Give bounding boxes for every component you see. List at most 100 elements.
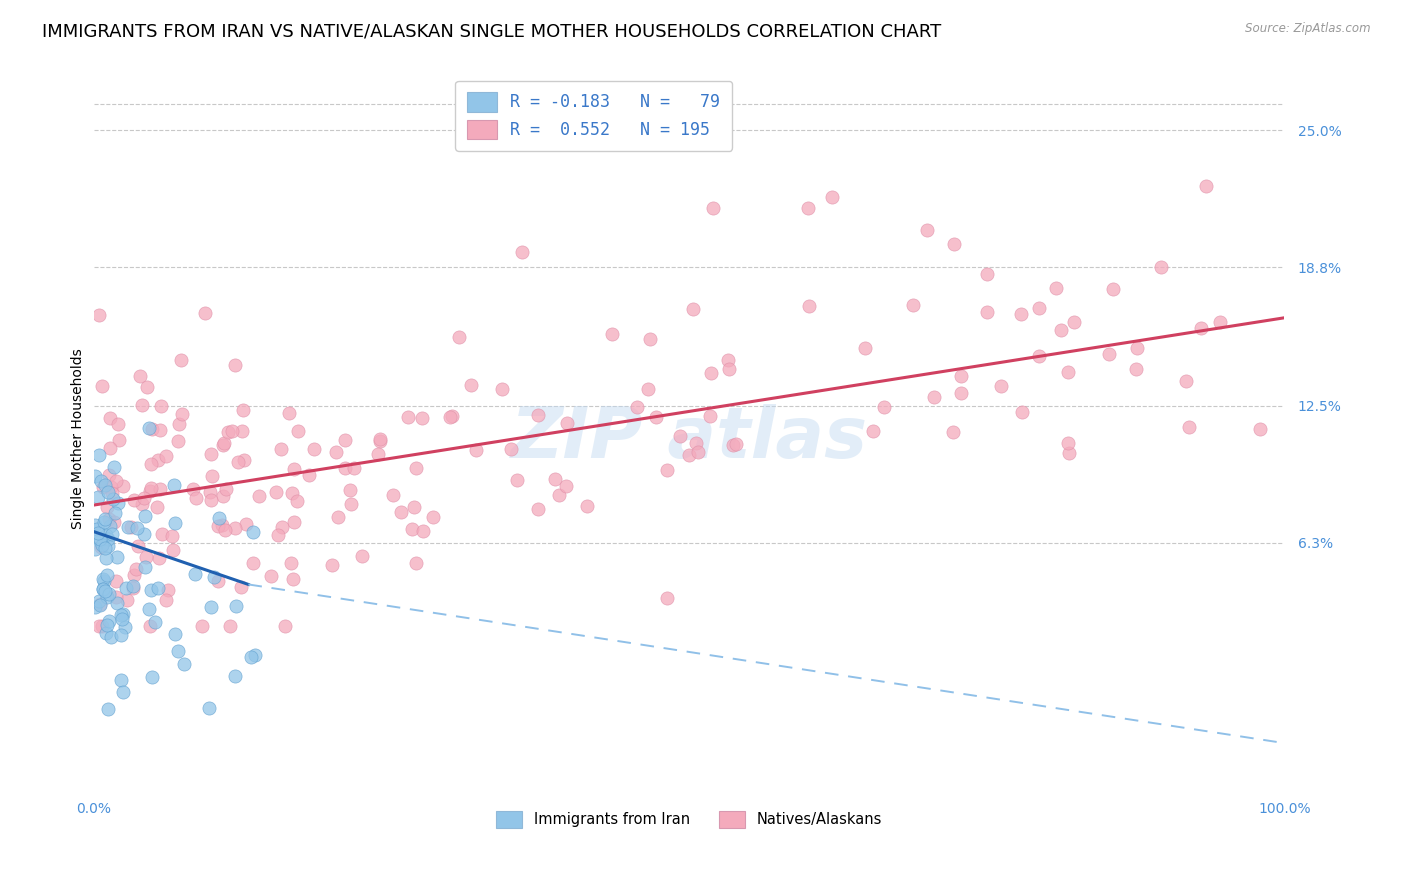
Point xyxy=(915,222,938,236)
Point xyxy=(98,518,121,533)
Point xyxy=(97,533,120,547)
Point xyxy=(235,517,257,532)
Text: IMMIGRANTS FROM IRAN VS NATIVE/ALASKAN SINGLE MOTHER HOUSEHOLDS CORRELATION CHAR: IMMIGRANTS FROM IRAN VS NATIVE/ALASKAN S… xyxy=(42,22,942,40)
Point xyxy=(94,478,117,492)
Point xyxy=(212,489,235,503)
Point xyxy=(270,442,292,456)
Point xyxy=(853,342,876,356)
Point xyxy=(134,509,156,524)
Point xyxy=(212,436,235,450)
Point xyxy=(901,298,924,312)
Point xyxy=(225,599,247,614)
Point xyxy=(200,492,222,507)
Point xyxy=(190,619,212,633)
Point xyxy=(1126,341,1149,355)
Point xyxy=(277,406,299,420)
Point xyxy=(1011,405,1033,419)
Point xyxy=(139,484,162,499)
Point xyxy=(491,382,513,396)
Point xyxy=(148,550,170,565)
Point xyxy=(103,491,125,506)
Point xyxy=(90,540,112,554)
Point xyxy=(700,366,723,380)
Point xyxy=(93,582,115,597)
Point xyxy=(267,527,290,541)
Point xyxy=(626,400,648,414)
Point xyxy=(555,478,578,492)
Point xyxy=(1098,347,1121,361)
Point xyxy=(134,559,156,574)
Point xyxy=(526,502,548,516)
Point xyxy=(1028,349,1050,363)
Point xyxy=(640,332,662,346)
Point xyxy=(668,428,690,442)
Point xyxy=(139,481,162,495)
Point xyxy=(260,569,283,583)
Point xyxy=(160,528,183,542)
Point xyxy=(976,305,998,319)
Point xyxy=(717,362,740,376)
Point xyxy=(89,598,111,612)
Point xyxy=(274,619,297,633)
Point xyxy=(165,627,187,641)
Point xyxy=(84,600,107,615)
Point xyxy=(976,267,998,281)
Text: ZIP atlas: ZIP atlas xyxy=(510,404,868,474)
Point xyxy=(139,458,162,472)
Point xyxy=(146,581,169,595)
Point xyxy=(285,494,308,508)
Point xyxy=(1125,362,1147,376)
Point xyxy=(501,442,523,457)
Point xyxy=(139,583,162,598)
Point xyxy=(105,574,128,588)
Point xyxy=(1049,323,1071,337)
Point xyxy=(97,485,120,500)
Point xyxy=(1249,422,1271,436)
Point xyxy=(93,574,115,588)
Point xyxy=(198,700,221,714)
Point xyxy=(283,461,305,475)
Point xyxy=(98,587,121,601)
Point xyxy=(127,539,149,553)
Point xyxy=(134,526,156,541)
Point xyxy=(211,518,233,533)
Point xyxy=(165,516,187,530)
Point xyxy=(91,619,114,633)
Point xyxy=(1150,260,1173,274)
Point xyxy=(112,685,135,699)
Point xyxy=(83,542,105,557)
Point xyxy=(207,574,229,588)
Point xyxy=(101,526,124,541)
Point xyxy=(699,409,721,424)
Point xyxy=(149,483,172,497)
Point xyxy=(678,449,700,463)
Point xyxy=(547,487,569,501)
Point xyxy=(645,410,668,425)
Point xyxy=(103,515,125,529)
Point xyxy=(202,570,225,584)
Point xyxy=(702,201,724,215)
Point xyxy=(1059,446,1081,460)
Point xyxy=(110,628,132,642)
Point xyxy=(217,425,239,439)
Point xyxy=(422,510,444,524)
Point xyxy=(110,607,132,622)
Point xyxy=(149,423,172,437)
Point xyxy=(89,533,111,547)
Y-axis label: Single Mother Households: Single Mother Households xyxy=(72,349,86,529)
Point xyxy=(821,189,844,203)
Point xyxy=(657,463,679,477)
Point xyxy=(162,542,184,557)
Point xyxy=(100,442,122,456)
Point xyxy=(873,400,896,414)
Point xyxy=(84,518,107,533)
Point xyxy=(527,408,550,422)
Point xyxy=(1209,314,1232,328)
Point xyxy=(321,558,343,572)
Point xyxy=(122,581,145,595)
Point xyxy=(107,417,129,431)
Point xyxy=(226,455,249,469)
Point xyxy=(89,533,111,548)
Point xyxy=(94,541,117,555)
Point xyxy=(405,460,427,475)
